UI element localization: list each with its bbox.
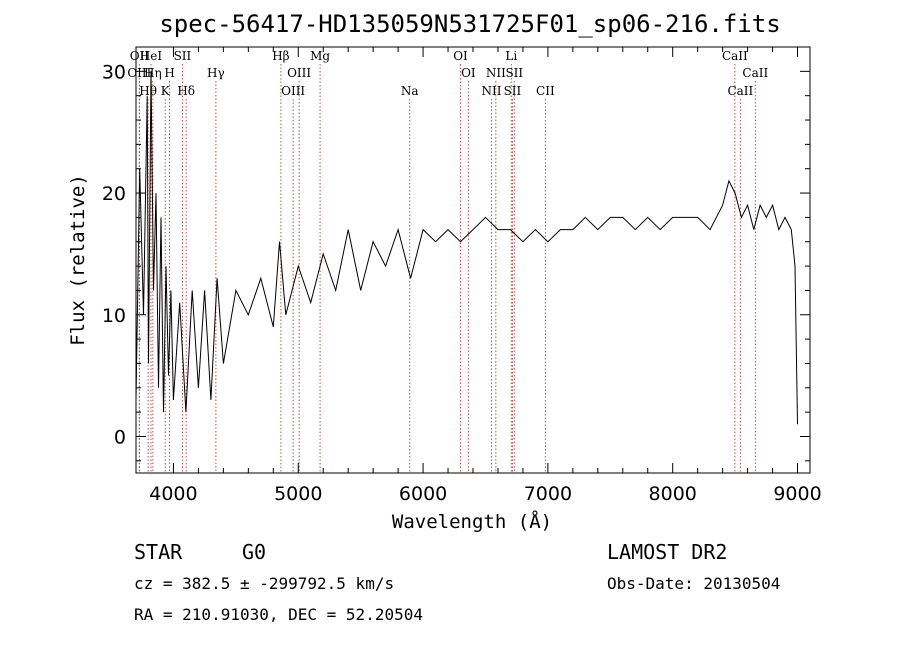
line-label-18: NII [486, 66, 506, 80]
x-tick-label: 7000 [524, 483, 572, 505]
line-labels: OIIOIIIHθHeIHηKHSIIHδHγHβOIIIOIIIMgNaOIO… [127, 49, 768, 98]
plot-frame [135, 46, 811, 474]
line-label-0: OII [130, 49, 150, 63]
y-tick-label: 20 [102, 183, 126, 205]
x-tick-label: 4000 [149, 483, 197, 505]
line-label-1: OIII [127, 66, 151, 80]
line-label-12: OIII [287, 66, 311, 80]
x-axis-label: Wavelength (Å) [392, 510, 552, 533]
line-label-10: Hβ [272, 49, 289, 63]
x-tick-label: 9000 [773, 483, 821, 505]
spectrum-series [135, 71, 798, 425]
line-label-25: CaII [742, 66, 768, 80]
line-label-13: Mg [310, 49, 330, 63]
line-label-6: H [164, 66, 174, 80]
line-label-16: OI [461, 66, 476, 80]
y-tick-label: 30 [102, 61, 126, 83]
line-label-8: Hδ [177, 84, 195, 98]
line-label-24: CaII [727, 84, 753, 98]
x-axis-ticks: 4000 5000 6000 7000 8000 9000 [149, 47, 822, 505]
survey-name: LAMOST DR2 [607, 540, 727, 564]
y-axis-ticks: 0 10 20 30 [102, 46, 810, 462]
y-axis-label: Flux (relative) [67, 174, 89, 346]
line-label-2: Hθ [139, 84, 157, 98]
y-tick-label: 0 [114, 426, 126, 448]
line-label-3: HeI [140, 49, 163, 63]
line-label-21: SII [505, 66, 523, 80]
object-class: STAR [134, 540, 183, 564]
line-label-15: OI [453, 49, 468, 63]
x-tick-label: 5000 [274, 483, 322, 505]
object-subclass: G0 [242, 540, 266, 564]
ra-dec: RA = 210.91030, DEC = 52.20504 [134, 605, 423, 624]
line-label-11: OIII [281, 84, 305, 98]
y-tick-label: 10 [102, 305, 126, 327]
redshift-cz: cz = 382.5 ± -299792.5 km/s [134, 574, 394, 593]
line-label-5: K [161, 84, 171, 98]
line-label-9: Hγ [207, 66, 225, 80]
line-label-22: CII [536, 84, 555, 98]
obs-date: Obs-Date: 20130504 [607, 574, 780, 593]
line-label-23: CaII [722, 49, 748, 63]
line-label-4: Hη [144, 66, 162, 80]
line-label-19: Li [505, 49, 517, 63]
x-tick-label: 8000 [649, 483, 697, 505]
line-markers [138, 64, 756, 473]
line-label-7: SII [174, 49, 192, 63]
x-tick-label: 6000 [399, 483, 447, 505]
line-label-14: Na [401, 84, 419, 98]
line-label-20: SII [504, 84, 522, 98]
plot-title: spec-56417-HD135059N531725F01_sp06-216.f… [159, 10, 780, 38]
line-label-17: NII [481, 84, 501, 98]
